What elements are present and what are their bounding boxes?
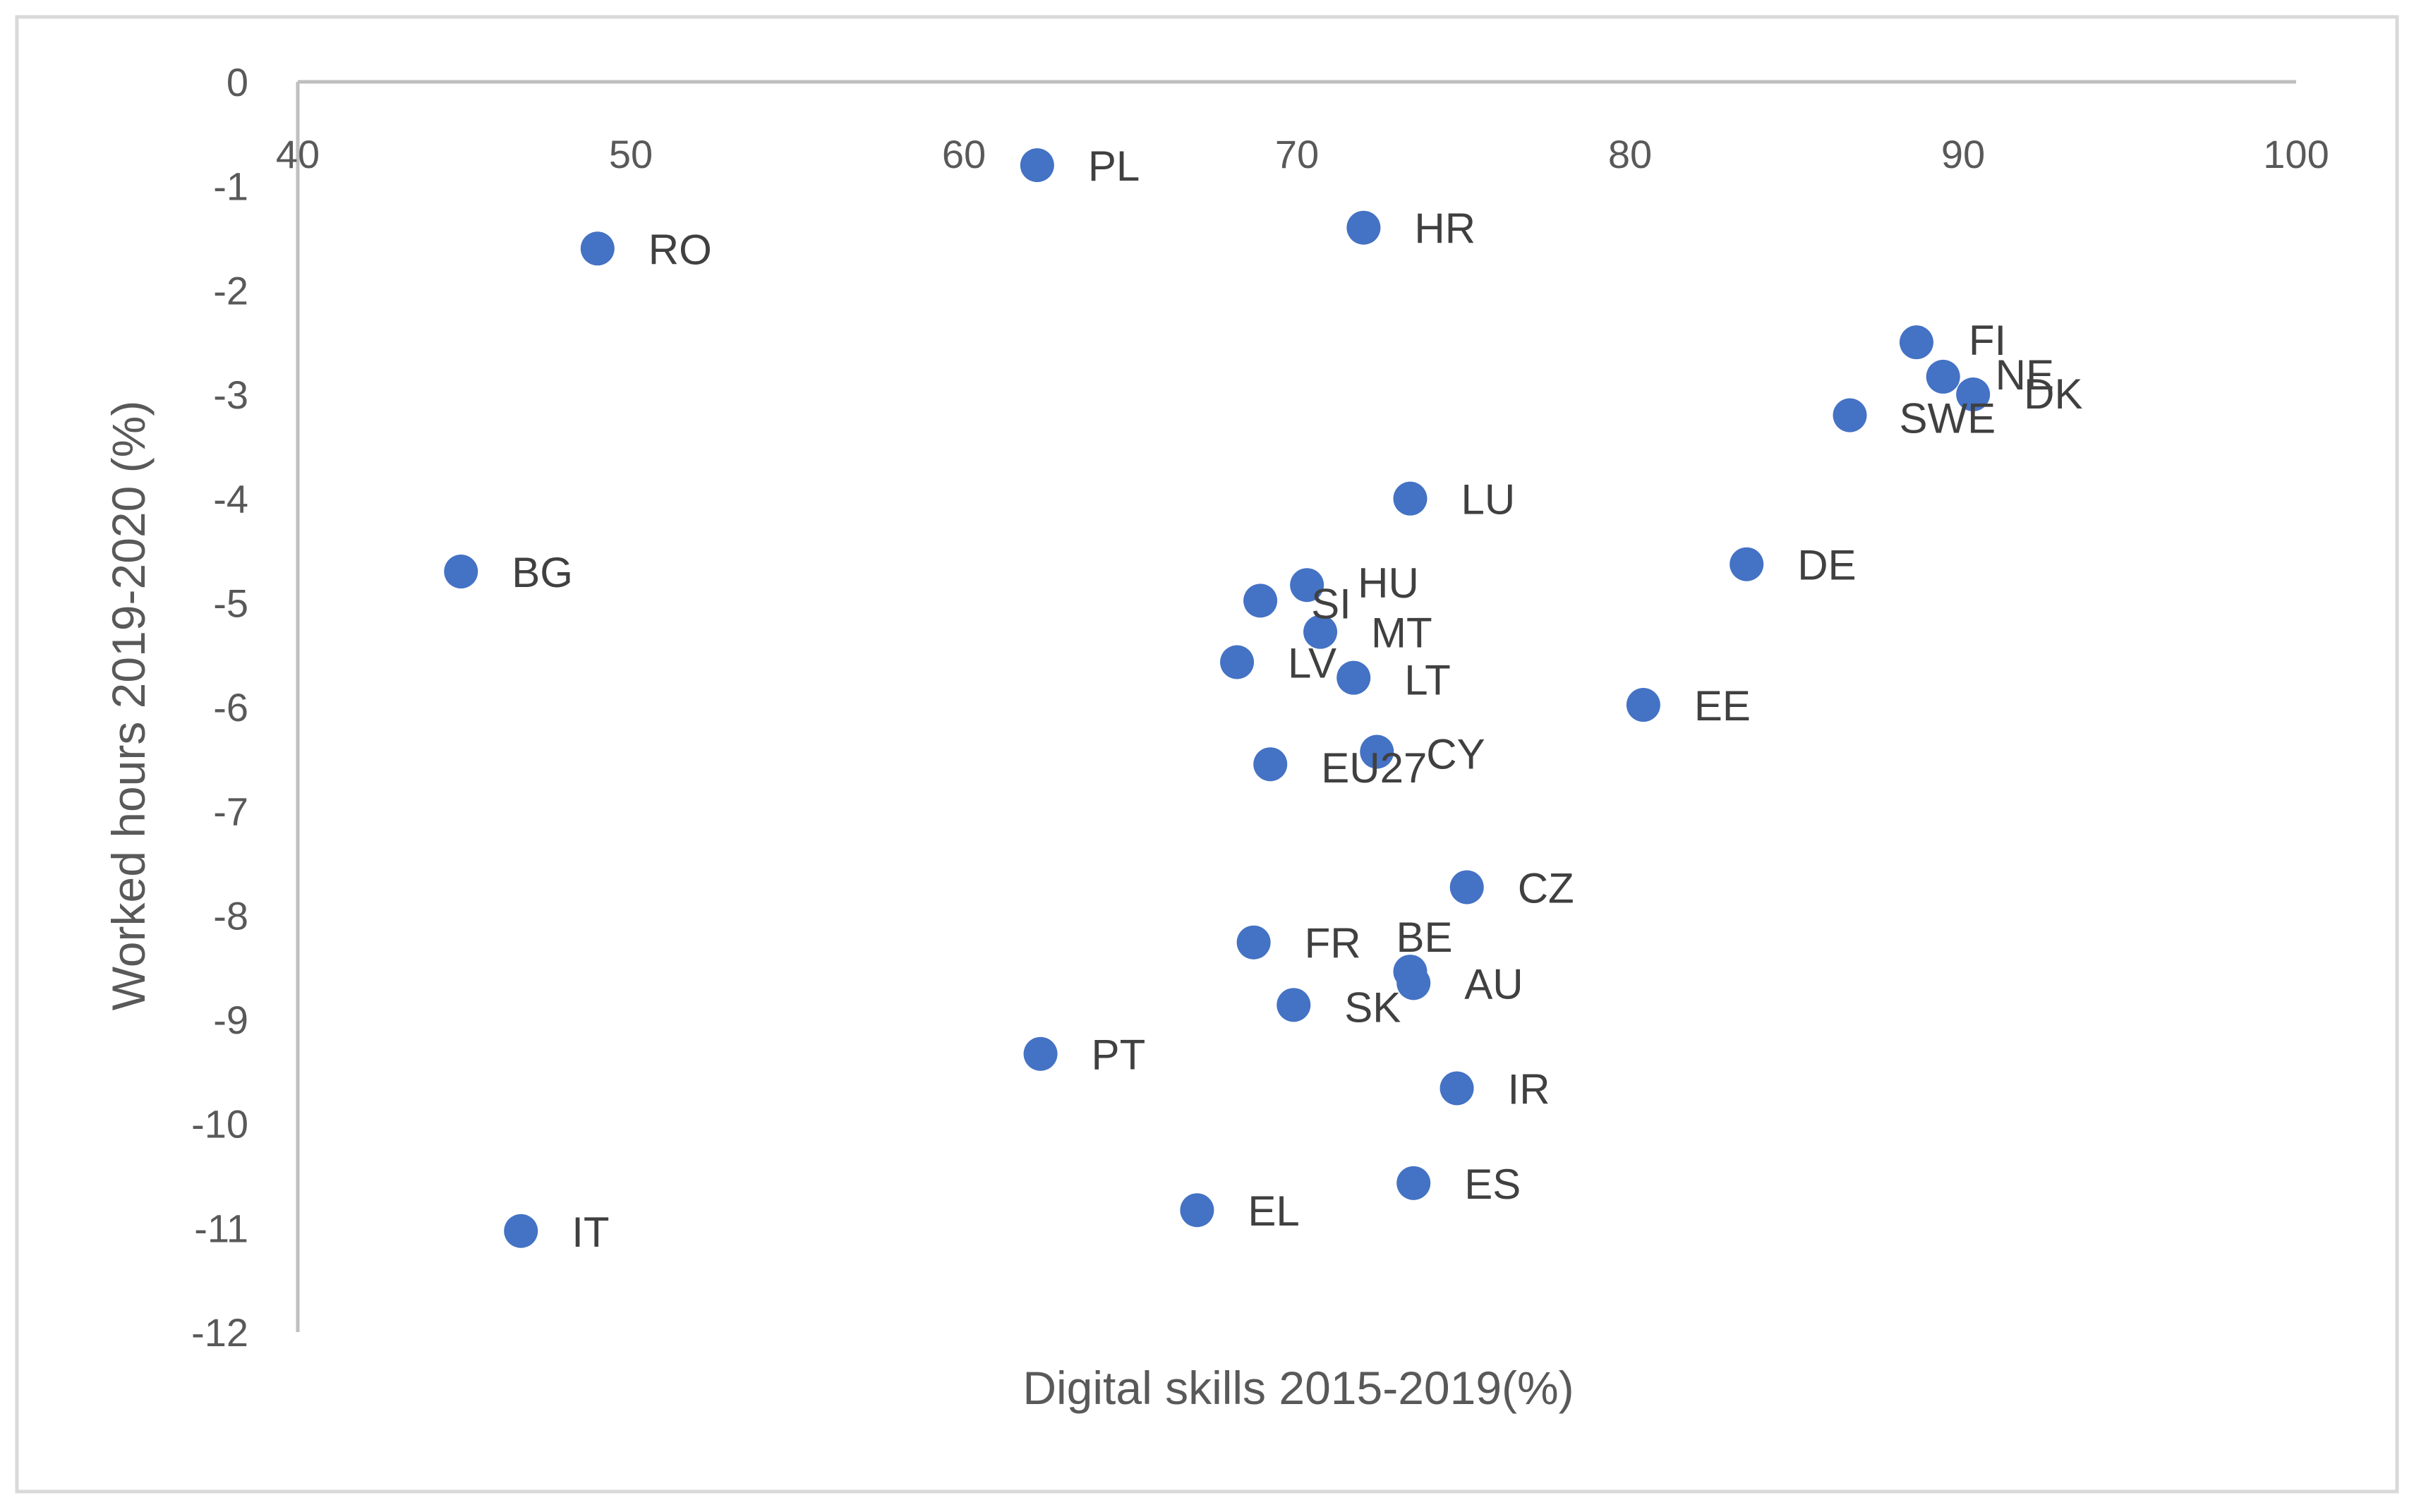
data-label-fr: FR	[1305, 920, 1361, 967]
data-point-mt	[1303, 615, 1338, 649]
data-label-bg: BG	[512, 549, 573, 596]
x-axis-title: Digital skills 2015-2019(%)	[1022, 1362, 1574, 1414]
data-point-ne	[1926, 359, 1960, 394]
data-label-ee: EE	[1694, 682, 1751, 730]
axes: 40 50 60 70 80 90 100 0 -1 -2 -3 -4 -5 -6 -7 -8 -9 -10 -11…	[191, 60, 2329, 1355]
data-label-dk: DK	[2024, 370, 2082, 418]
data-label-swe: SWE	[1900, 395, 1996, 442]
data-point-bg	[444, 555, 478, 589]
data-point-es	[1396, 1166, 1431, 1200]
data-points	[444, 148, 1991, 1248]
data-label-be: BE	[1396, 914, 1452, 961]
data-label-au: AU	[1464, 960, 1523, 1008]
y-tick-label: -6	[213, 685, 248, 730]
data-point-cz	[1449, 870, 1484, 905]
chart-border	[15, 15, 2399, 1494]
data-point-swe	[1833, 398, 1867, 433]
x-tick-label: 40	[276, 132, 320, 176]
y-axis-title: Worked hours 2019-2020 (%)	[102, 401, 155, 1011]
data-point-it	[504, 1214, 538, 1248]
data-point-au	[1396, 966, 1431, 1000]
y-tick-label: -3	[213, 373, 248, 417]
data-label-si: SI	[1311, 580, 1351, 627]
data-point-si	[1243, 583, 1278, 618]
data-label-mt: MT	[1371, 610, 1432, 657]
data-label-cy: CY	[1426, 730, 1485, 778]
data-label-eu27: EU27	[1321, 744, 1427, 792]
data-point-lt	[1336, 660, 1371, 695]
data-label-el: EL	[1248, 1187, 1299, 1235]
data-point-lu	[1393, 481, 1428, 516]
data-label-hu: HU	[1358, 560, 1419, 607]
data-point-pl	[1020, 148, 1054, 183]
x-tick-label: 100	[2263, 132, 2329, 176]
x-tick-label: 90	[1941, 132, 1985, 176]
y-tick-label: -1	[213, 164, 248, 209]
x-tick-label: 80	[1608, 132, 1652, 176]
data-label-hr: HR	[1414, 205, 1475, 253]
data-point-ee	[1626, 688, 1660, 722]
y-tick-label: -10	[191, 1102, 248, 1147]
data-label-pt: PT	[1092, 1032, 1146, 1079]
data-point-dk	[1956, 377, 1991, 411]
data-label-pl: PL	[1088, 143, 1140, 190]
data-point-pt	[1023, 1036, 1058, 1071]
data-point-hr	[1346, 210, 1381, 245]
data-label-lu: LU	[1461, 476, 1515, 524]
data-point-ro	[580, 231, 615, 266]
data-label-lt: LT	[1404, 657, 1451, 704]
data-label-fi: FI	[1969, 317, 2006, 364]
data-label-ne: NE	[1996, 351, 2054, 399]
x-tick-label: 50	[609, 132, 653, 176]
data-label-sk: SK	[1344, 984, 1401, 1031]
data-label-lv: LV	[1288, 640, 1336, 687]
x-tick-label: 70	[1275, 132, 1319, 176]
data-point-ir	[1440, 1071, 1474, 1106]
data-point-de	[1730, 547, 1764, 581]
data-point-fi	[1899, 325, 1933, 360]
data-label-ir: IR	[1508, 1065, 1550, 1113]
data-point-hu	[1290, 568, 1324, 603]
data-label-de: DE	[1797, 542, 1856, 589]
y-tick-label: -11	[194, 1206, 248, 1250]
data-point-fr	[1236, 925, 1271, 960]
y-tick-label: -8	[213, 893, 248, 938]
y-tick-label: -7	[213, 790, 248, 834]
y-tick-label: -12	[191, 1310, 248, 1355]
data-point-lv	[1220, 645, 1255, 679]
data-point-el	[1180, 1193, 1214, 1228]
y-tick-label: -2	[213, 268, 248, 313]
data-label-es: ES	[1464, 1161, 1521, 1208]
data-label-it: IT	[572, 1209, 609, 1256]
y-tick-label: 0	[227, 60, 248, 104]
y-tick-label: -9	[213, 998, 248, 1042]
x-tick-label: 60	[942, 132, 986, 176]
y-tick-label: -4	[213, 477, 248, 521]
data-label-cz: CZ	[1518, 864, 1574, 912]
data-point-cy	[1360, 734, 1394, 769]
data-point-sk	[1277, 988, 1311, 1022]
data-label-ro: RO	[648, 226, 712, 273]
data-point-eu27	[1253, 747, 1288, 782]
y-tick-label: -5	[213, 581, 248, 625]
